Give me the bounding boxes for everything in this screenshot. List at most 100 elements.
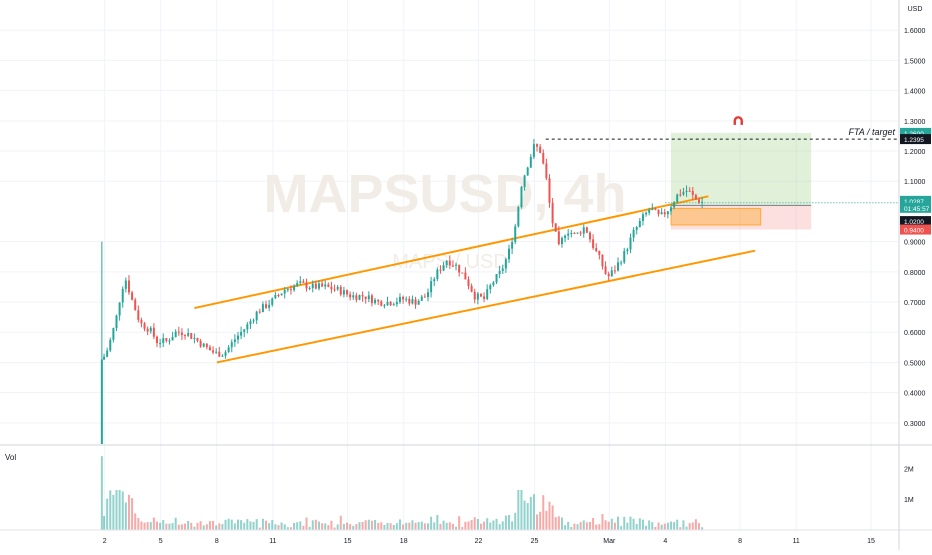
candle-body[interactable] [208, 347, 211, 351]
candle-body[interactable] [620, 262, 623, 264]
candle-body[interactable] [190, 333, 193, 339]
candle-body[interactable] [180, 332, 183, 336]
candle-body[interactable] [355, 295, 358, 300]
candle-body[interactable] [118, 302, 121, 316]
candle-body[interactable] [560, 237, 563, 245]
magnet-icon[interactable] [733, 116, 743, 125]
position-tool[interactable] [670, 132, 812, 230]
candle-body[interactable] [570, 232, 573, 234]
candle-body[interactable] [299, 281, 302, 283]
candle-body[interactable] [308, 288, 311, 290]
candle-body[interactable] [392, 304, 395, 306]
candle-body[interactable] [374, 299, 377, 304]
candle-body[interactable] [184, 335, 187, 337]
candle-body[interactable] [657, 209, 660, 215]
candle-body[interactable] [233, 339, 236, 343]
candle-body[interactable] [155, 336, 158, 344]
candle-body[interactable] [473, 291, 476, 300]
candle-body[interactable] [641, 214, 644, 221]
candle-body[interactable] [289, 289, 292, 291]
channel-lower-line[interactable] [216, 249, 756, 364]
candle-body[interactable] [149, 327, 152, 332]
candle-body[interactable] [430, 281, 433, 293]
candle-body[interactable] [246, 324, 249, 330]
candle-body[interactable] [168, 340, 171, 342]
candle-body[interactable] [654, 208, 657, 210]
candle-body[interactable] [212, 350, 215, 353]
candle-body[interactable] [548, 178, 551, 203]
candle-body[interactable] [243, 329, 246, 332]
candle-body[interactable] [607, 273, 610, 277]
candle-body[interactable] [230, 342, 233, 348]
candle-body[interactable] [218, 351, 221, 357]
candle-body[interactable] [159, 343, 162, 345]
candle-body[interactable] [352, 295, 355, 298]
candle-body[interactable] [146, 328, 149, 332]
candle-body[interactable] [551, 202, 554, 224]
candle-body[interactable] [252, 320, 255, 322]
candle-body[interactable] [364, 296, 367, 300]
candle-body[interactable] [673, 202, 676, 208]
candle-body[interactable] [283, 290, 286, 294]
candle-body[interactable] [698, 199, 701, 203]
candle-body[interactable] [520, 186, 523, 208]
candle-body[interactable] [106, 350, 109, 357]
candle-body[interactable] [427, 292, 430, 298]
candle-body[interactable] [676, 194, 679, 203]
candle-body[interactable] [526, 167, 529, 176]
candle-body[interactable] [177, 331, 180, 333]
candle-body[interactable] [196, 338, 199, 341]
position-target-zone[interactable] [670, 132, 812, 206]
candle-body[interactable] [261, 304, 264, 313]
candle-body[interactable] [598, 251, 601, 255]
candle-body[interactable] [296, 282, 299, 286]
candle-body[interactable] [389, 301, 392, 306]
candle-body[interactable] [268, 304, 271, 308]
candle-body[interactable] [458, 264, 461, 273]
candle-body[interactable] [402, 296, 405, 300]
candle-body[interactable] [495, 274, 498, 283]
candle-body[interactable] [380, 301, 383, 306]
candle-body[interactable] [305, 282, 308, 289]
candle-body[interactable] [224, 352, 227, 356]
candle-body[interactable] [557, 231, 560, 245]
candle-body[interactable] [361, 295, 364, 297]
candle-body[interactable] [383, 305, 386, 307]
candle-body[interactable] [330, 286, 333, 290]
candle-body[interactable] [205, 343, 208, 348]
candle-body[interactable] [439, 269, 442, 271]
candles[interactable] [100, 138, 704, 444]
candle-body[interactable] [423, 296, 426, 298]
candle-body[interactable] [545, 163, 548, 179]
candle-body[interactable] [311, 283, 314, 289]
candle-body[interactable] [588, 232, 591, 240]
candle-body[interactable] [669, 207, 672, 212]
candle-body[interactable] [420, 296, 423, 301]
candle-body[interactable] [660, 212, 663, 215]
candle-body[interactable] [187, 333, 190, 336]
candle-body[interactable] [165, 338, 168, 341]
candle-body[interactable] [152, 327, 155, 337]
candle-body[interactable] [324, 284, 327, 287]
candle-body[interactable] [613, 270, 616, 272]
candle-body[interactable] [604, 266, 607, 274]
candle-body[interactable] [367, 295, 370, 300]
candle-body[interactable] [511, 242, 514, 249]
candle-body[interactable] [679, 194, 682, 196]
candle-body[interactable] [265, 304, 268, 308]
candle-body[interactable] [321, 283, 324, 287]
candle-body[interactable] [124, 280, 127, 289]
candle-body[interactable] [258, 311, 261, 313]
candle-body[interactable] [342, 290, 345, 295]
position-stop-zone[interactable] [670, 205, 812, 230]
candle-body[interactable] [451, 265, 454, 267]
candle-body[interactable] [638, 220, 641, 228]
candle-body[interactable] [529, 156, 532, 168]
candle-body[interactable] [414, 299, 417, 305]
candle-body[interactable] [240, 331, 243, 336]
channel-upper-line[interactable] [194, 195, 709, 310]
candle-body[interactable] [601, 254, 604, 267]
candle-body[interactable] [514, 226, 517, 243]
